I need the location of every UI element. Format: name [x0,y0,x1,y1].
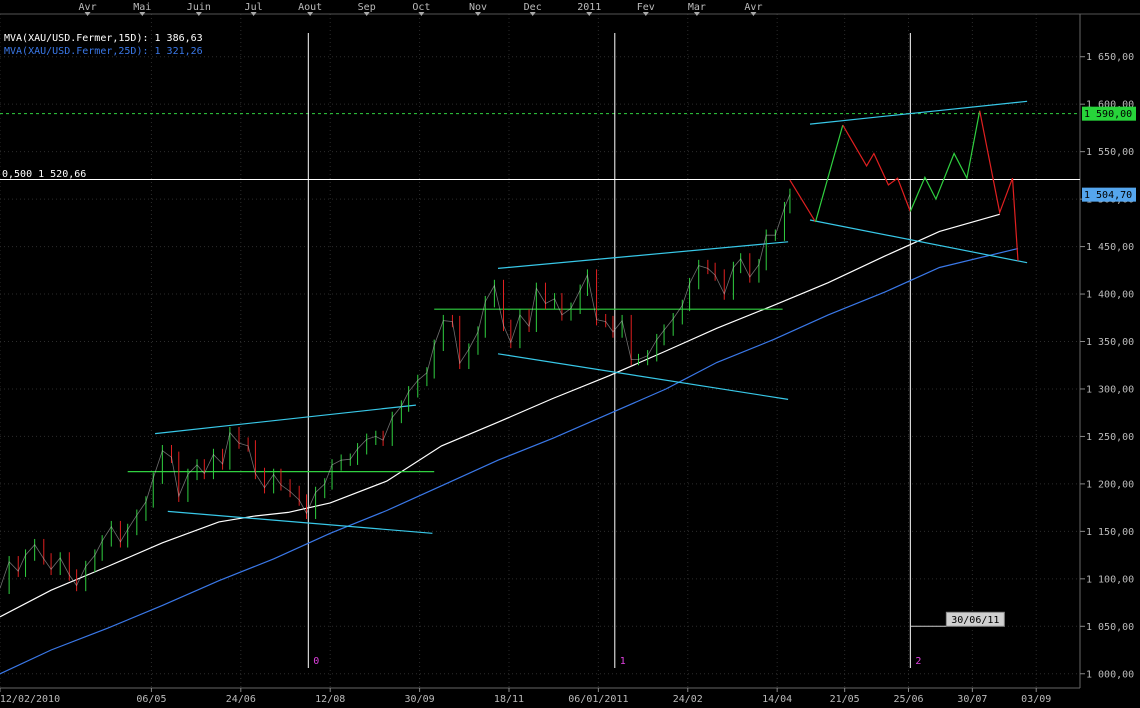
level-lines [0,113,1080,181]
y-tick-label: 1 050,00 [1086,622,1134,633]
top-axis-tick-icon [250,12,257,16]
projection-segment [789,179,817,223]
price-line [0,194,791,589]
top-axis-label: Sep [358,2,376,13]
trend-line[interactable] [809,100,1028,125]
moving-averages [0,213,1019,675]
top-month-axis: Avr Mai Juin Jul Aout Sep Oct Nov Dec 2011 Fev Mar A… [0,2,1140,16]
y-tick-label: 1 350,00 [1086,337,1134,348]
projection-path [789,110,1019,261]
trend-line[interactable] [167,510,433,534]
time-marker-label: 1 [620,656,626,667]
grid [0,14,1080,688]
y-tick-label: 1 600,00 [1086,100,1134,111]
value-badge [1082,106,1136,121]
value-badge-label: 1 590,00 [1084,109,1132,120]
x-tick-label: 21/05 [830,694,860,705]
x-tick-label: 24/02 [673,694,703,705]
y-tick-label: 1 250,00 [1086,432,1134,443]
top-axis-label: Aout [298,2,322,13]
top-axis-tick-icon [529,12,536,16]
projection-segment [842,124,911,212]
x-tick-label: 14/04 [762,694,792,705]
y-tick-label: 1 200,00 [1086,479,1134,490]
y-tick-label: 1 000,00 [1086,669,1134,680]
legend-ma25: MVA(XAU/USD.Fermer,25D): 1 321,26 [4,46,203,57]
x-tick-label: 06/01/2011 [568,694,628,705]
time-marker-label: 0 [313,656,319,667]
top-axis-tick-icon [474,12,481,16]
top-axis-label: Jul [245,2,263,13]
date-tooltip-label: 30/06/11 [951,615,999,626]
projection-segment [814,124,844,223]
top-axis-label: Nov [469,2,487,13]
value-badge-label: 1 504,70 [1084,190,1132,201]
value-badge [1082,187,1136,202]
y-tick-label: 1 450,00 [1086,242,1134,253]
y-tick-label: 1 300,00 [1086,384,1134,395]
top-axis-label: Oct [412,2,430,13]
x-tick-label: 18/11 [494,694,524,705]
top-axis-label: Avr [79,2,97,13]
top-axis-label: Fev [637,2,655,13]
ma15-line [0,213,1000,618]
date-tooltip [945,611,1005,627]
time-marker-label: 2 [915,656,921,667]
price-series [0,188,791,595]
top-axis-tick-icon [418,12,425,16]
top-axis-tick-icon [195,12,202,16]
top-axis-label: Dec [524,2,542,13]
top-axis-tick-icon [750,12,757,16]
top-axis-tick-icon [642,12,649,16]
top-axis-label: Mar [688,2,706,13]
x-tick-label: 06/05 [136,694,166,705]
projection-segment [979,110,1019,261]
y-tick-label: 1 150,00 [1086,527,1134,538]
bottom-date-axis: 12/02/2010 06/05 24/06 12/08 30/09 18/11 06/01… [0,687,1080,705]
vertical-markers[interactable]: 0 1 2 30/06/11 [307,33,1005,668]
top-axis-tick-icon [139,12,146,16]
trend-line[interactable] [497,353,789,400]
trend-lines[interactable] [127,100,1028,534]
y-tick-label: 1 100,00 [1086,574,1134,585]
fib-level-label: 0,500 1 520,66 [2,169,86,180]
price-axis: 1 000,00 1 050,00 1 100,00 1 150,00 1 200,00… [1079,14,1134,688]
y-tick-label: 1 650,00 [1086,52,1134,63]
x-tick-label: 12/02/2010 [0,694,60,705]
x-tick-label: 25/06 [893,694,923,705]
trend-line[interactable] [497,241,789,269]
value-badges: 1 590,00 1 504,70 [1082,106,1136,202]
top-axis-tick-icon [84,12,91,16]
top-axis-tick-icon [307,12,314,16]
top-axis-tick-icon [693,12,700,16]
x-tick-label: 03/09 [1021,694,1051,705]
top-axis-tick-icon [586,12,593,16]
ma25-line [0,247,1019,675]
projection-segment [909,110,981,212]
top-axis-label: 2011 [577,2,601,13]
top-axis-tick-icon [363,12,370,16]
trend-line[interactable] [155,404,416,435]
y-tick-label: 1 550,00 [1086,147,1134,158]
top-axis-label: Mai [133,2,151,13]
x-tick-label: 30/09 [405,694,435,705]
y-tick-label: 1 400,00 [1086,290,1134,301]
x-tick-label: 12/08 [315,694,345,705]
x-tick-label: 24/06 [226,694,256,705]
top-axis-label: Avr [744,2,762,13]
legend-ma15: MVA(XAU/USD.Fermer,15D): 1 386,63 [4,33,203,44]
trend-line[interactable] [809,219,1028,264]
x-tick-label: 30/07 [957,694,987,705]
top-axis-label: Juin [187,2,211,13]
